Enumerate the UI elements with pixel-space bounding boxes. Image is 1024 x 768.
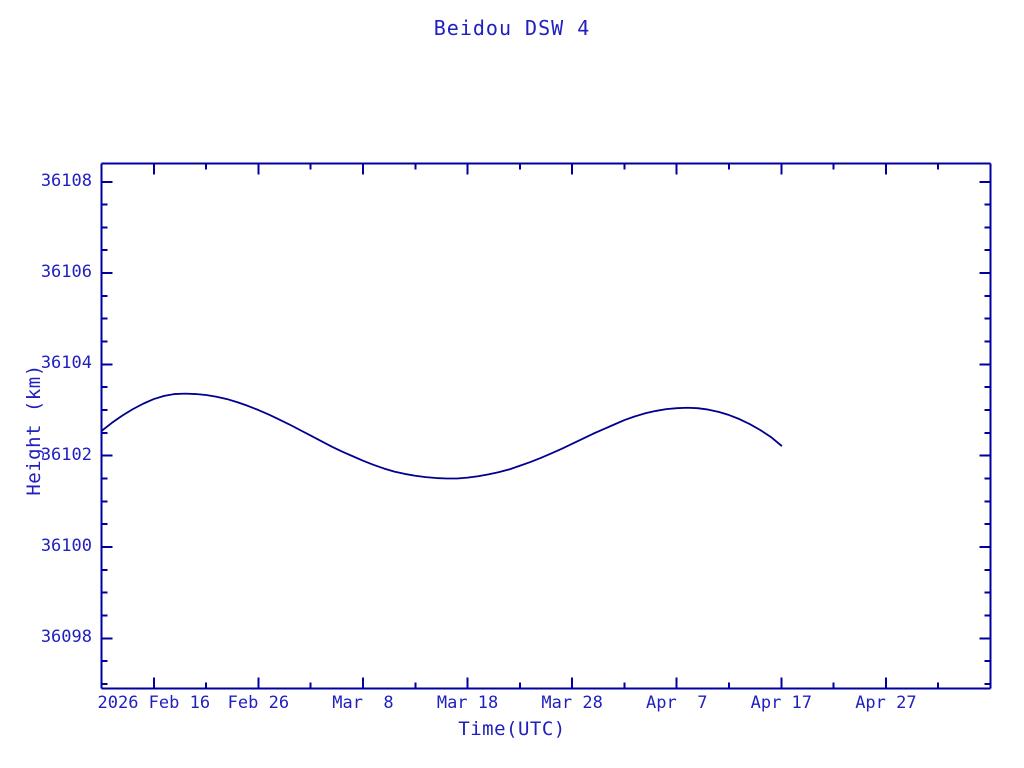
chart-title: Beidou DSW 4: [433, 16, 591, 40]
y-tick-label: 36102: [40, 444, 92, 465]
y-tick-label: 36104: [40, 353, 92, 374]
y-tick-label: 36098: [40, 627, 92, 648]
x-tick-label: Apr 7: [646, 693, 708, 713]
axes-frame: [100, 162, 992, 690]
y-tick-label: 36108: [40, 170, 92, 191]
x-tick-label: 2026 Feb 16: [97, 693, 211, 713]
data-series: [100, 392, 783, 480]
y-tick-label: 36100: [40, 535, 92, 556]
x-tick-label: Apr 27: [855, 693, 917, 713]
x-tick-label: Mar 18: [436, 693, 499, 713]
axis-ticks: [100, 163, 992, 689]
x-tick-label: Feb 26: [227, 693, 290, 713]
y-tick-label: 36106: [40, 262, 92, 283]
x-tick-label: Mar 28: [541, 693, 603, 713]
x-tick-label: Apr 17: [750, 693, 813, 713]
series-line: [100, 392, 783, 480]
x-axis-title: Time(UTC): [458, 718, 566, 740]
x-tick-label: Mar 8: [332, 693, 394, 713]
y-axis-title: Height (km): [23, 364, 45, 496]
